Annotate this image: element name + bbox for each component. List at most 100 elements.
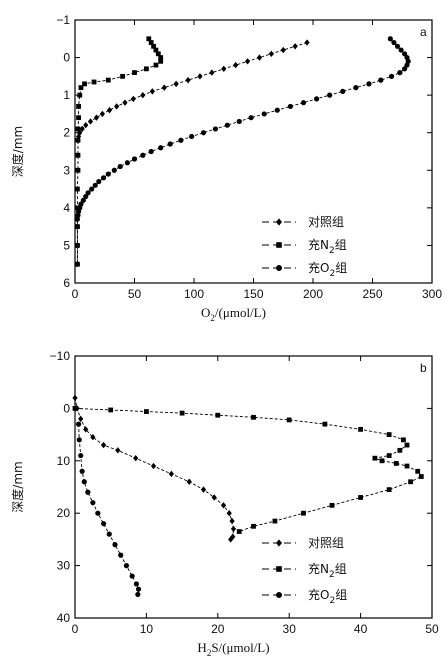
y-tick-label: 3 xyxy=(63,163,70,177)
data-point xyxy=(167,141,173,147)
data-point xyxy=(131,156,138,162)
data-point xyxy=(230,525,237,533)
data-point xyxy=(168,470,174,478)
data-point xyxy=(74,242,80,249)
data-point xyxy=(401,437,406,443)
data-point xyxy=(75,421,82,427)
data-point xyxy=(75,137,81,143)
chart-panel-a: 0 50 100 150 200 250 300 −1 0 1 2 3 4 5 6 a O2/(μmol/L) 深… xyxy=(10,13,442,323)
data-point xyxy=(153,47,159,53)
data-point xyxy=(77,92,83,98)
data-point xyxy=(74,186,80,192)
data-point xyxy=(404,62,410,68)
data-point xyxy=(100,441,107,449)
data-point xyxy=(75,126,81,132)
data-point xyxy=(155,51,161,57)
data-point xyxy=(148,40,154,45)
data-point xyxy=(340,88,346,94)
data-point xyxy=(74,216,80,222)
y-tick-label: 0 xyxy=(63,51,70,65)
panel-label: b xyxy=(420,361,427,375)
series-2 xyxy=(72,406,424,534)
data-point xyxy=(135,591,141,598)
x-tick-label: 20 xyxy=(211,622,225,636)
data-point xyxy=(122,99,128,106)
data-point xyxy=(353,85,359,91)
data-point xyxy=(211,494,217,501)
data-point xyxy=(76,437,82,443)
data-point xyxy=(118,552,124,558)
series-line xyxy=(78,424,140,595)
data-point xyxy=(415,468,421,474)
data-point xyxy=(397,70,403,76)
data-point xyxy=(286,417,292,423)
data-point xyxy=(111,167,117,173)
data-point xyxy=(379,458,385,464)
data-point xyxy=(74,224,80,230)
x-tick-label: 40 xyxy=(354,622,368,636)
data-point xyxy=(224,122,230,128)
data-point xyxy=(313,96,320,102)
legend-label: 充N2组 xyxy=(308,237,347,256)
data-point xyxy=(99,110,105,118)
legend-marker xyxy=(276,566,282,572)
data-point xyxy=(91,79,97,85)
data-point xyxy=(133,581,140,587)
data-point xyxy=(408,479,413,485)
x-tick-label: 50 xyxy=(128,287,142,301)
series-line xyxy=(76,38,409,265)
data-point xyxy=(146,36,152,42)
data-point xyxy=(90,500,96,506)
data-point xyxy=(221,65,227,73)
x-axis-label: H2S/(μmol/L) xyxy=(197,640,269,658)
data-point xyxy=(161,84,167,91)
series-3 xyxy=(75,421,142,598)
data-point xyxy=(268,50,274,58)
data-point xyxy=(115,447,121,454)
x-tick-label: 150 xyxy=(243,287,263,301)
legend-label: 对照组 xyxy=(308,536,344,550)
data-point xyxy=(89,186,95,192)
data-point xyxy=(129,573,135,579)
x-tick-label: 0 xyxy=(72,622,79,636)
data-point xyxy=(140,152,146,158)
data-point xyxy=(391,39,397,46)
data-point xyxy=(402,51,408,57)
data-point xyxy=(179,410,185,416)
data-point xyxy=(132,70,137,75)
series-line xyxy=(77,42,308,141)
data-point xyxy=(76,104,81,109)
data-point xyxy=(251,523,256,529)
data-point xyxy=(120,73,125,79)
data-point xyxy=(236,529,242,534)
data-point xyxy=(189,133,195,140)
y-tick-label: 4 xyxy=(63,201,70,215)
y-axis-label: 深度/mm xyxy=(10,461,25,512)
data-point xyxy=(212,126,219,132)
data-point xyxy=(100,521,107,527)
legend-label: 充O2组 xyxy=(308,587,347,606)
plot-frame xyxy=(74,355,433,619)
data-point xyxy=(150,462,157,470)
data-point xyxy=(327,92,333,98)
data-point xyxy=(83,426,89,433)
y-tick-label: −10 xyxy=(50,349,71,363)
data-point xyxy=(123,563,130,569)
data-point xyxy=(272,518,278,524)
data-point xyxy=(90,434,96,441)
y-tick-label: 30 xyxy=(57,559,71,573)
data-point xyxy=(78,85,84,91)
data-point xyxy=(402,66,408,72)
x-tick-label: 250 xyxy=(362,287,382,301)
data-point xyxy=(105,77,111,83)
data-point xyxy=(236,118,242,125)
y-tick-label: 1 xyxy=(63,88,70,102)
y-axis-label: 深度/mm xyxy=(10,126,25,177)
data-point xyxy=(228,536,234,543)
x-tick-label: 100 xyxy=(184,287,204,301)
data-point xyxy=(256,54,263,61)
legend-marker xyxy=(276,218,282,226)
data-point xyxy=(386,487,392,493)
data-point xyxy=(200,130,207,136)
